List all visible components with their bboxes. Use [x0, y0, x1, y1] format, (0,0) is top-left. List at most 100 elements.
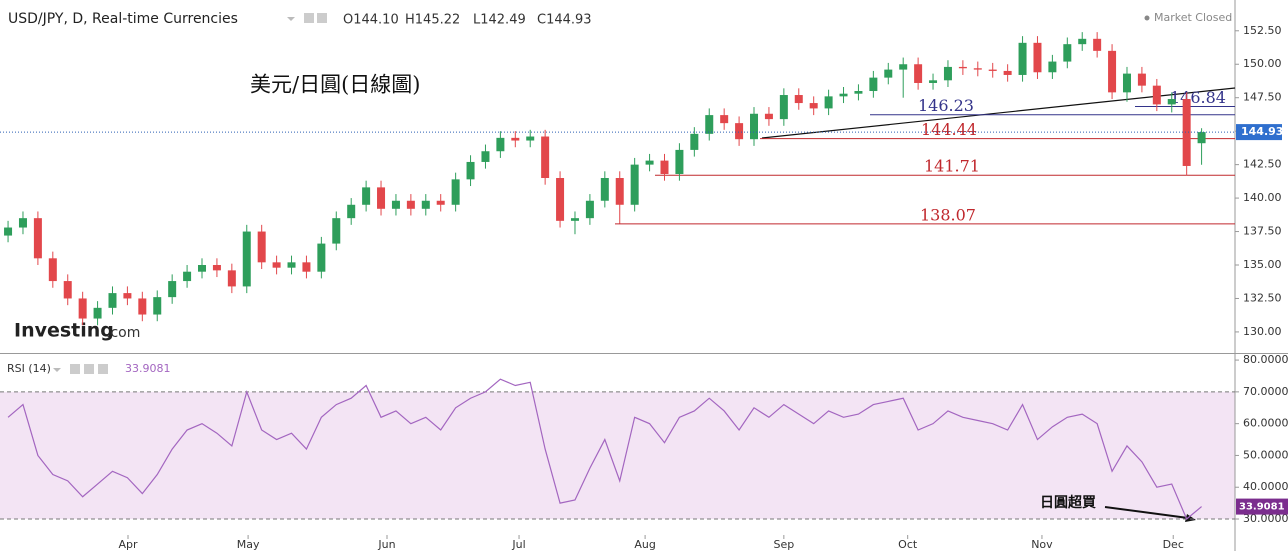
x-tick-label: Oct — [898, 538, 918, 551]
rsi-title: RSI (14) — [7, 362, 51, 375]
candle-body — [1048, 61, 1057, 73]
candle-body — [212, 265, 221, 271]
candle-body — [690, 133, 699, 150]
y-tick-label: 150.00 — [1243, 57, 1282, 70]
candle-body — [33, 218, 42, 259]
dropdown-icon[interactable] — [287, 17, 295, 21]
candle-body — [511, 137, 520, 141]
candle-body — [198, 265, 207, 272]
candle-body — [78, 298, 87, 319]
icon[interactable] — [304, 13, 314, 23]
icon[interactable] — [98, 364, 108, 374]
y-tick-label: 30.0000 — [1243, 512, 1288, 525]
y-tick-label: 135.00 — [1243, 258, 1282, 271]
candle-body — [869, 77, 878, 92]
candle-body — [943, 66, 952, 81]
last-price-label: 144.93 — [1241, 125, 1283, 138]
x-tick-label: May — [237, 538, 260, 551]
candle-body — [1033, 42, 1042, 73]
candle-body — [257, 231, 266, 263]
candle-body — [242, 231, 251, 287]
rsi-annotation: 日圓超買 — [1040, 494, 1097, 511]
x-tick-label: Apr — [118, 538, 138, 551]
candle-body — [481, 151, 490, 162]
candle-body — [779, 95, 788, 120]
candle-body — [585, 200, 594, 219]
candle-body — [1137, 73, 1146, 86]
candle-body — [839, 93, 848, 97]
icon[interactable] — [84, 364, 94, 374]
candle-body — [1167, 99, 1176, 105]
candle-body — [1182, 99, 1191, 166]
candle-body — [1197, 132, 1206, 144]
candle-body — [854, 91, 863, 94]
candle-body — [123, 293, 132, 299]
logo: Investing — [14, 320, 114, 342]
candle-body — [735, 123, 744, 140]
candle-body — [63, 281, 72, 299]
candle-body — [720, 115, 729, 124]
x-tick-label: Jun — [377, 538, 395, 551]
candle-body — [362, 187, 371, 205]
candle-body — [988, 69, 997, 71]
rsi-last-label: 33.9081 — [1239, 502, 1285, 513]
candle-body — [436, 200, 445, 205]
candle-body — [18, 218, 27, 228]
y-tick-label: 80.0000 — [1243, 353, 1288, 366]
candle-body — [406, 200, 415, 209]
y-tick-label: 132.50 — [1243, 291, 1282, 304]
candle-body — [705, 115, 714, 134]
y-tick-label: 152.50 — [1243, 24, 1282, 37]
icon[interactable] — [317, 13, 327, 23]
ohlc-open: O144.10 — [343, 13, 399, 28]
candle-body — [496, 137, 505, 152]
x-tick-label: Aug — [634, 538, 655, 551]
dropdown-icon[interactable] — [53, 368, 61, 372]
candle-body — [4, 227, 13, 236]
candle-body — [272, 262, 281, 268]
candle-body — [645, 160, 654, 165]
candle-body — [1003, 70, 1012, 75]
candle-body — [377, 187, 386, 209]
candle-body — [1152, 85, 1161, 105]
candle-body — [466, 161, 475, 180]
level-label: 146.23 — [918, 96, 974, 115]
logo-suffix: .com — [106, 325, 140, 341]
candle-body — [809, 103, 818, 109]
ohlc-high: H145.22 — [405, 13, 460, 28]
candle-body — [750, 113, 759, 140]
candle-body — [287, 262, 296, 268]
candle-body — [570, 218, 579, 221]
candle-body — [227, 270, 236, 287]
y-tick-label: 130.00 — [1243, 325, 1282, 338]
candle-body — [48, 258, 57, 282]
candle-body — [108, 293, 117, 308]
candle-body — [764, 113, 773, 120]
ohlc-low: L142.49 — [473, 13, 526, 28]
candle-body — [884, 69, 893, 78]
chart-annotation: 美元/日圓(日線圖) — [250, 73, 420, 97]
candle-body — [600, 178, 609, 201]
candle-body — [556, 178, 565, 221]
rsi-last-box — [1236, 498, 1288, 515]
candle-body — [347, 204, 356, 219]
x-tick-label: Sep — [773, 538, 794, 551]
candle-body — [973, 68, 982, 70]
level-label: 141.71 — [924, 157, 980, 176]
candle-body — [675, 149, 684, 174]
icon[interactable] — [70, 364, 80, 374]
last-price-box — [1236, 124, 1282, 141]
candle-body — [332, 218, 341, 244]
status-dot — [1144, 15, 1150, 21]
y-tick-label: 50.0000 — [1243, 448, 1288, 461]
ohlc-close: C144.93 — [537, 13, 592, 28]
y-tick-label: 60.0000 — [1243, 417, 1288, 430]
candle-body — [929, 80, 938, 83]
level-label: 144.44 — [921, 120, 977, 139]
candle-body — [1063, 44, 1072, 62]
candle-body — [421, 200, 430, 209]
candle-body — [138, 298, 147, 315]
candle-body — [914, 64, 923, 83]
candle-body — [958, 66, 967, 69]
